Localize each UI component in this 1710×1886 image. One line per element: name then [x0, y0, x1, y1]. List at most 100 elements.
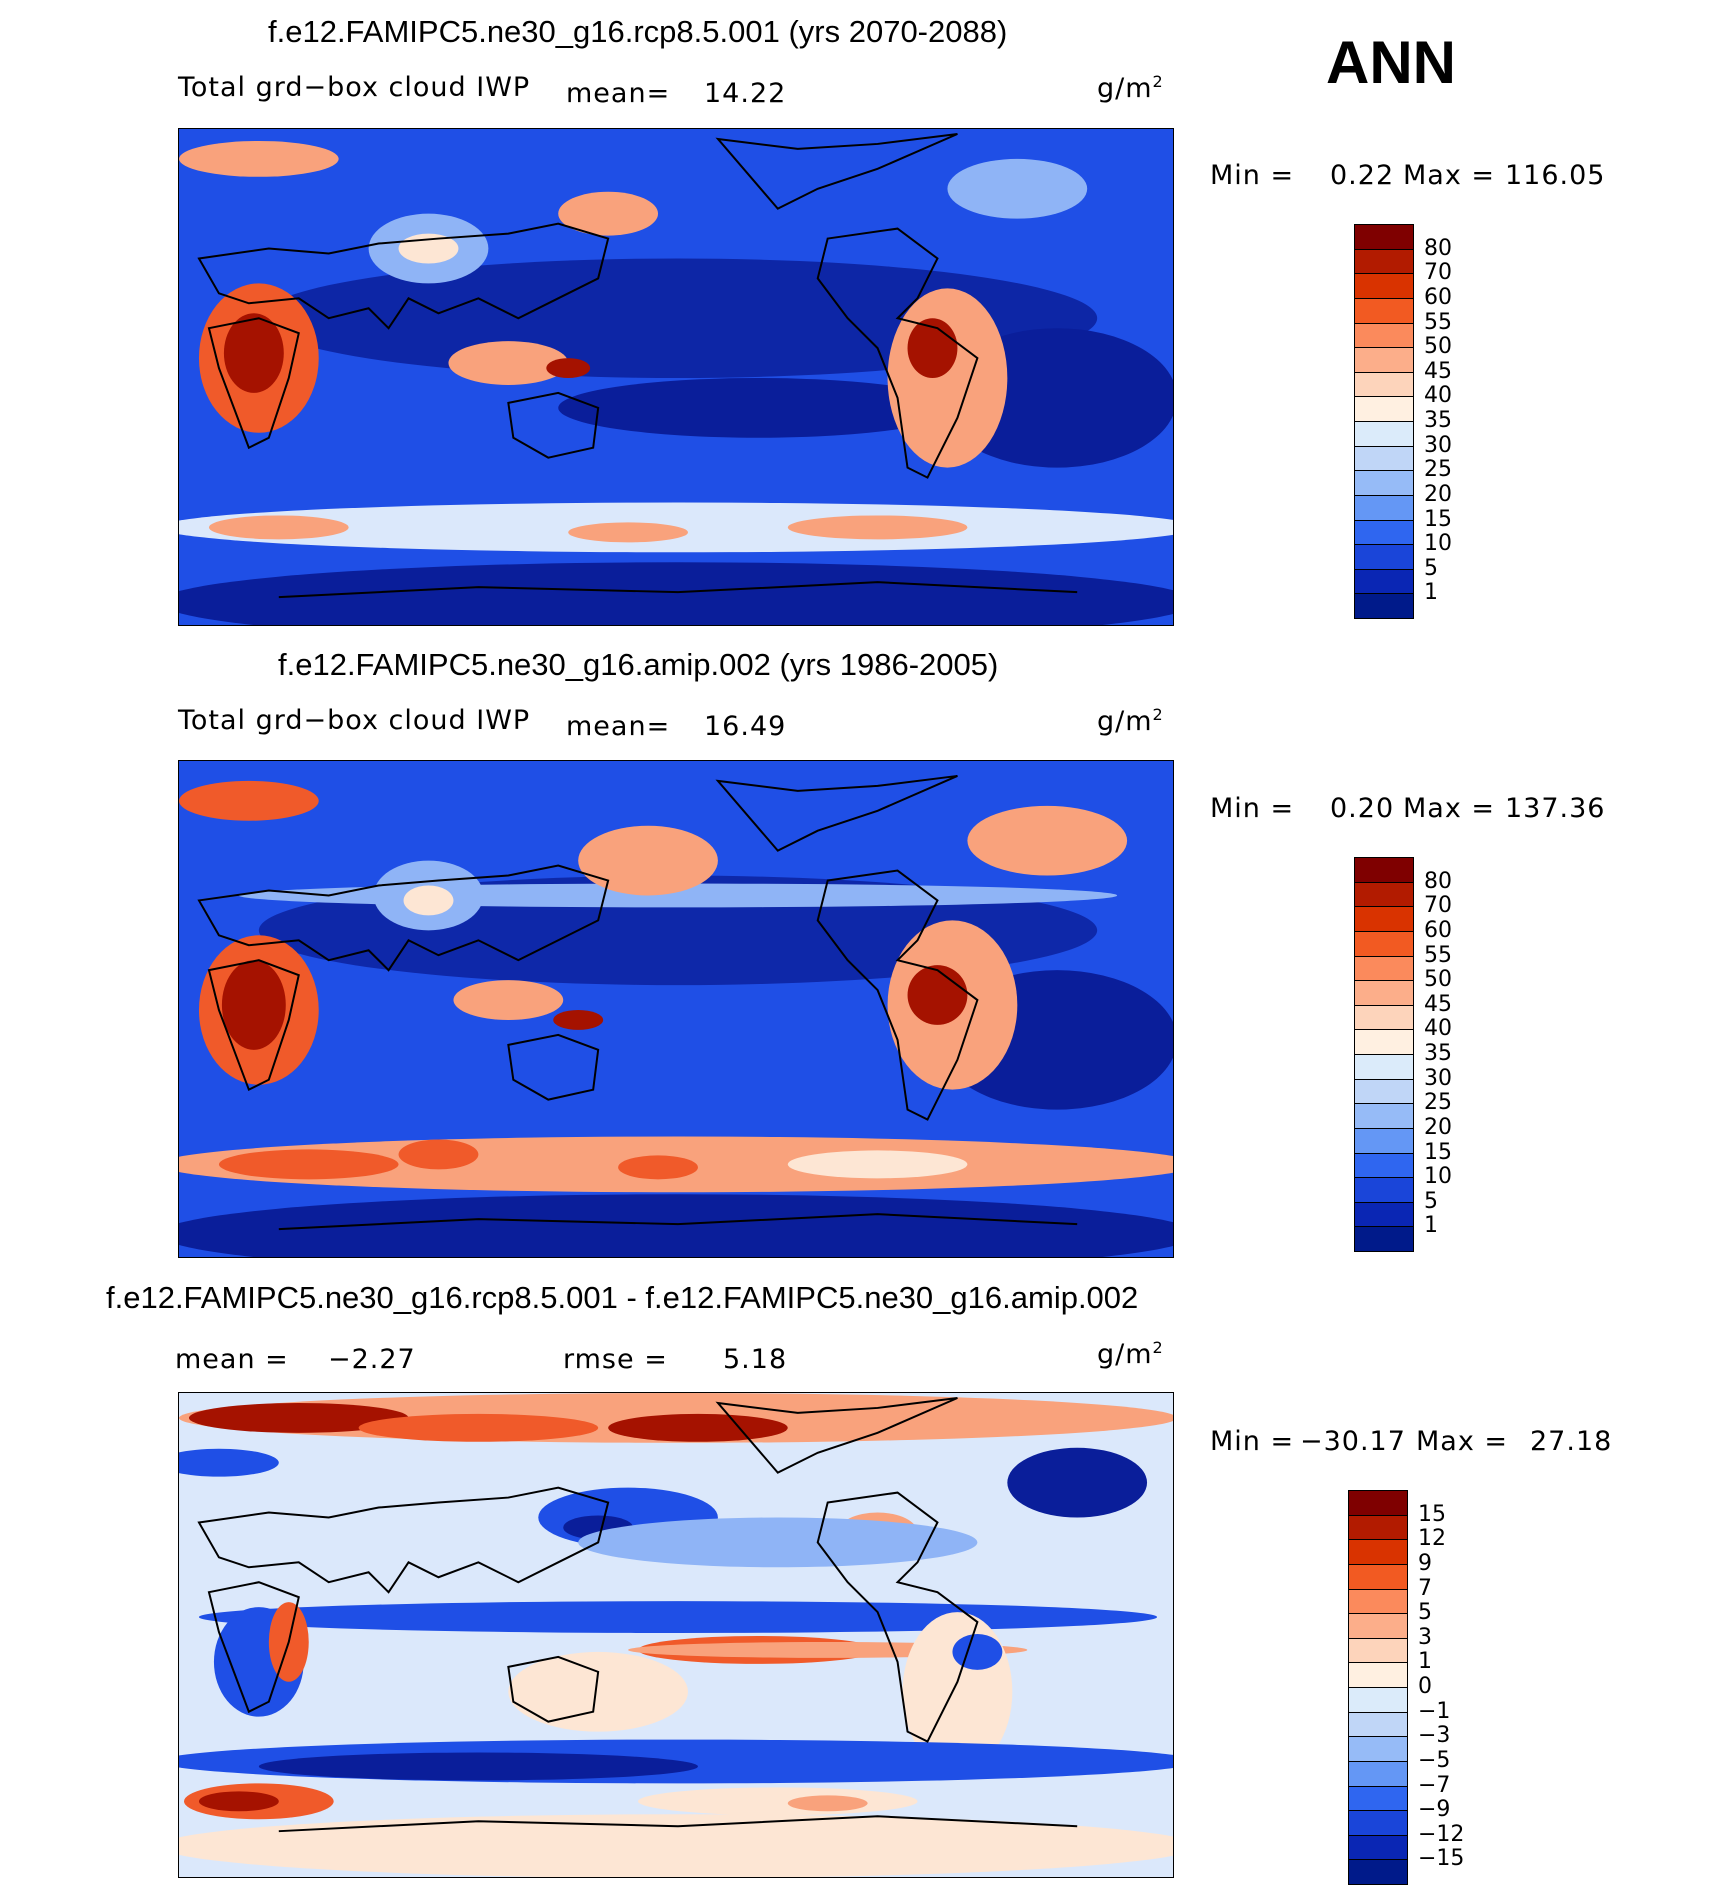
- colorbar-swatch: [1348, 1736, 1408, 1762]
- panel-2-mean-label: mean=: [566, 711, 671, 742]
- colorbar-label: 1: [1424, 1213, 1438, 1239]
- panel-3-min-label: Min =: [1210, 1426, 1295, 1457]
- colorbar-swatch: [1354, 445, 1414, 472]
- colorbar-label: 15: [1418, 1501, 1446, 1527]
- colorbar-label: 1: [1418, 1649, 1432, 1675]
- colorbar-swatch: [1354, 1226, 1414, 1252]
- colorbar-label: 30: [1424, 432, 1452, 458]
- colorbar-swatch: [1354, 544, 1414, 570]
- colorbar-label: 40: [1424, 383, 1452, 409]
- panel-3-max-value: 27.18: [1530, 1426, 1613, 1457]
- panel-1-colorbar: 80 70 60 55 50 45 40 35 30 25 20 15 10 5 1: [1354, 224, 1452, 619]
- colorbar-label: 9: [1418, 1550, 1432, 1576]
- colorbar-swatch: [1354, 297, 1414, 324]
- colorbar-label: 25: [1424, 457, 1452, 483]
- colorbar-label: 0: [1418, 1674, 1432, 1699]
- panel-3-title: f.e12.FAMIPC5.ne30_g16.rcp8.5.001 - f.e1…: [106, 1280, 1139, 1315]
- colorbar-label: 35: [1424, 408, 1452, 433]
- panel-3-rmse-label: rmse =: [563, 1344, 668, 1375]
- colorbar-swatch: [1354, 224, 1414, 250]
- colorbar-label: 80: [1424, 868, 1452, 894]
- colorbar-label: 15: [1424, 506, 1452, 532]
- panel-2-colorbar: 80 70 60 55 50 45 40 35 30 25 20 15 10 5 1: [1354, 857, 1452, 1252]
- panel-2-max-label: Max =: [1403, 793, 1496, 824]
- colorbar-label: 25: [1424, 1090, 1452, 1116]
- colorbar-label: 40: [1424, 1016, 1452, 1042]
- colorbar-swatch: [1348, 1490, 1408, 1516]
- colorbar-swatch: [1354, 1004, 1414, 1031]
- colorbar-swatch: [1354, 1201, 1414, 1228]
- colorbar-label: 20: [1424, 481, 1452, 507]
- panel-1-min-label: Min =: [1210, 160, 1295, 191]
- colorbar-swatch: [1354, 396, 1414, 422]
- colorbar-swatch: [1348, 1810, 1408, 1836]
- colorbar-label: 15: [1424, 1139, 1452, 1165]
- panel-1-mean-value: 14.22: [704, 78, 787, 109]
- panel-2-variable: Total grd−box cloud IWP: [178, 705, 531, 736]
- colorbar-swatch: [1354, 1152, 1414, 1179]
- colorbar-swatch: [1354, 1177, 1414, 1203]
- colorbar-swatch: [1354, 857, 1414, 883]
- colorbar-label: 60: [1424, 917, 1452, 943]
- colorbar-swatch: [1354, 371, 1414, 398]
- colorbar-swatch: [1354, 421, 1414, 447]
- panel-3-mean-value: −2.27: [328, 1344, 416, 1375]
- colorbar-label: 45: [1424, 991, 1452, 1017]
- panel-3-map: [178, 1392, 1174, 1878]
- colorbar-label: 5: [1424, 1188, 1438, 1214]
- colorbar-label: −9: [1418, 1797, 1451, 1823]
- panel-2-mean-value: 16.49: [704, 711, 787, 742]
- panel-1-title: f.e12.FAMIPC5.ne30_g16.rcp8.5.001 (yrs 2…: [268, 14, 1008, 49]
- colorbar-swatch: [1354, 930, 1414, 957]
- panel-3-rmse-value: 5.18: [723, 1344, 788, 1375]
- panel-3-units: g/m2: [1097, 1338, 1164, 1370]
- colorbar-label: 30: [1424, 1065, 1452, 1091]
- colorbar-swatch: [1348, 1637, 1408, 1664]
- colorbar-swatch: [1354, 568, 1414, 595]
- colorbar-swatch: [1348, 1859, 1408, 1885]
- colorbar-swatch: [1348, 1785, 1408, 1812]
- colorbar-label: 60: [1424, 284, 1452, 310]
- panel-3-min-value: −30.17: [1300, 1426, 1406, 1457]
- colorbar-label: 45: [1424, 358, 1452, 384]
- colorbar-swatch: [1354, 248, 1414, 275]
- colorbar-label: 50: [1424, 334, 1452, 360]
- panel-2-field: [179, 761, 1173, 1257]
- panel-3-mean-label: mean =: [175, 1344, 289, 1375]
- colorbar-swatch: [1348, 1539, 1408, 1565]
- colorbar-label: −1: [1418, 1698, 1451, 1724]
- colorbar-swatch: [1348, 1588, 1408, 1615]
- colorbar-swatch: [1348, 1834, 1408, 1861]
- colorbar-label: −3: [1418, 1723, 1451, 1749]
- panel-3-field: [179, 1393, 1173, 1877]
- colorbar-swatch: [1354, 494, 1414, 521]
- colorbar-swatch: [1354, 881, 1414, 908]
- colorbar-label: 10: [1424, 1164, 1452, 1190]
- colorbar-label: 70: [1424, 260, 1452, 286]
- colorbar-label: 80: [1424, 235, 1452, 261]
- colorbar-label: 55: [1424, 942, 1452, 968]
- colorbar-swatch: [1348, 1613, 1408, 1639]
- panel-2-min-label: Min =: [1210, 793, 1295, 824]
- colorbar-swatch: [1354, 470, 1414, 496]
- panel-2-map: [178, 760, 1174, 1258]
- colorbar-swatch: [1354, 322, 1414, 349]
- panel-2-units: g/m2: [1097, 705, 1164, 737]
- panel-2-min-value: 0.20: [1330, 793, 1395, 824]
- colorbar-swatch: [1354, 906, 1414, 932]
- colorbar-label: −15: [1418, 1846, 1465, 1872]
- colorbar-swatch: [1354, 1127, 1414, 1154]
- panel-1-field: [179, 129, 1173, 625]
- colorbar-swatch: [1348, 1563, 1408, 1590]
- colorbar-swatch: [1354, 1078, 1414, 1105]
- colorbar-label: −5: [1418, 1747, 1451, 1773]
- colorbar-swatch: [1354, 1054, 1414, 1080]
- colorbar-swatch: [1354, 1029, 1414, 1055]
- colorbar-label: 7: [1418, 1575, 1432, 1601]
- colorbar-label: 70: [1424, 893, 1452, 919]
- colorbar-label: 35: [1424, 1041, 1452, 1066]
- panel-1-max-value: 116.05: [1505, 160, 1606, 191]
- colorbar-label: 50: [1424, 967, 1452, 993]
- colorbar-swatch: [1354, 1103, 1414, 1129]
- panel-1-min-value: 0.22: [1330, 160, 1395, 191]
